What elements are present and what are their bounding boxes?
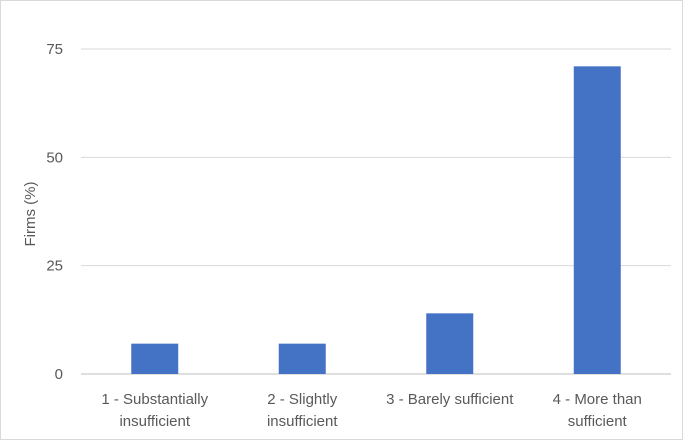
bar	[573, 66, 621, 374]
x-category-label: 3 - Barely sufficient	[386, 391, 514, 408]
bar	[278, 343, 326, 374]
bar	[426, 313, 474, 374]
bar	[131, 343, 179, 374]
x-category-label: 4 - More than sufficient	[553, 391, 642, 430]
y-tick-label: 50	[46, 149, 63, 166]
y-tick-labels: 0 25 50 75	[46, 41, 63, 383]
y-axis-title: Firms (%)	[22, 182, 39, 247]
x-category-label: 1 - Substantially insufficient	[101, 391, 208, 430]
y-tick-label: 0	[55, 366, 63, 383]
x-category-label: 2 - Slightly insufficient	[267, 391, 338, 430]
y-tick-label: 75	[46, 41, 63, 58]
x-category-labels: 1 - Substantially insufficient 2 - Slightl…	[101, 391, 641, 430]
bars	[131, 66, 621, 374]
y-tick-label: 25	[46, 258, 63, 275]
gridlines	[81, 48, 671, 375]
